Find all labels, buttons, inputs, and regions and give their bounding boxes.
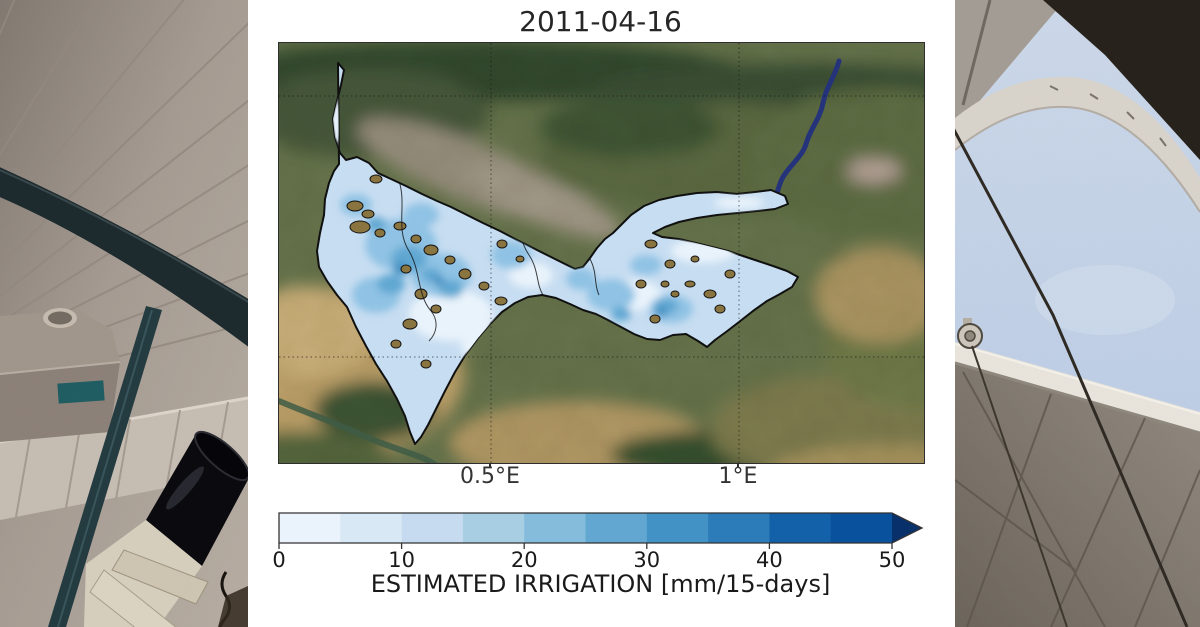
colorbar-extend-arrow xyxy=(892,513,922,543)
x-tick-label-1e: 1°E xyxy=(718,464,758,489)
colorbar-segment xyxy=(769,513,832,543)
colorbar: 0 10 20 30 40 50 xyxy=(273,512,924,572)
colorbar-tick-label: 30 xyxy=(633,548,660,572)
colorbar-segment xyxy=(585,513,648,543)
colorbar-tick-label: 50 xyxy=(879,548,906,572)
x-axis-tick xyxy=(737,463,739,467)
colorbar-tick-label: 0 xyxy=(273,548,286,572)
colorbar-segment xyxy=(708,513,770,543)
figure-panel: 2011-04-16 xyxy=(214,0,1014,627)
colorbar-segment xyxy=(830,513,893,543)
colorbar-outline xyxy=(278,512,924,544)
colorbar-segment xyxy=(279,513,341,543)
dome-interior-art xyxy=(0,0,341,627)
colorbar-tick-label: 20 xyxy=(511,548,538,572)
colorbar-label: ESTIMATED IRRIGATION [mm/15-days] xyxy=(370,570,831,598)
figure-title: 2011-04-16 xyxy=(519,5,682,38)
dome-slit-photo xyxy=(915,0,1200,627)
colorbar-segment xyxy=(524,513,587,543)
x-axis-tick xyxy=(489,463,491,467)
colorbar-segment xyxy=(462,513,525,543)
colorbar-segment xyxy=(401,513,464,543)
non-irrigated-islands xyxy=(346,174,736,369)
colorbar-segment xyxy=(340,513,403,543)
colorbar-tick-label: 10 xyxy=(388,548,415,572)
reservoir xyxy=(772,58,842,204)
dome-slit-art xyxy=(915,0,1200,627)
colorbar-segment xyxy=(646,513,709,543)
irrigation-map xyxy=(214,41,1014,501)
irrigated-area-outline xyxy=(316,62,799,445)
x-tick-label-05e: 0.5°E xyxy=(460,464,520,489)
colorbar-tick-label: 40 xyxy=(756,548,783,572)
dome-interior-photo xyxy=(0,0,341,627)
